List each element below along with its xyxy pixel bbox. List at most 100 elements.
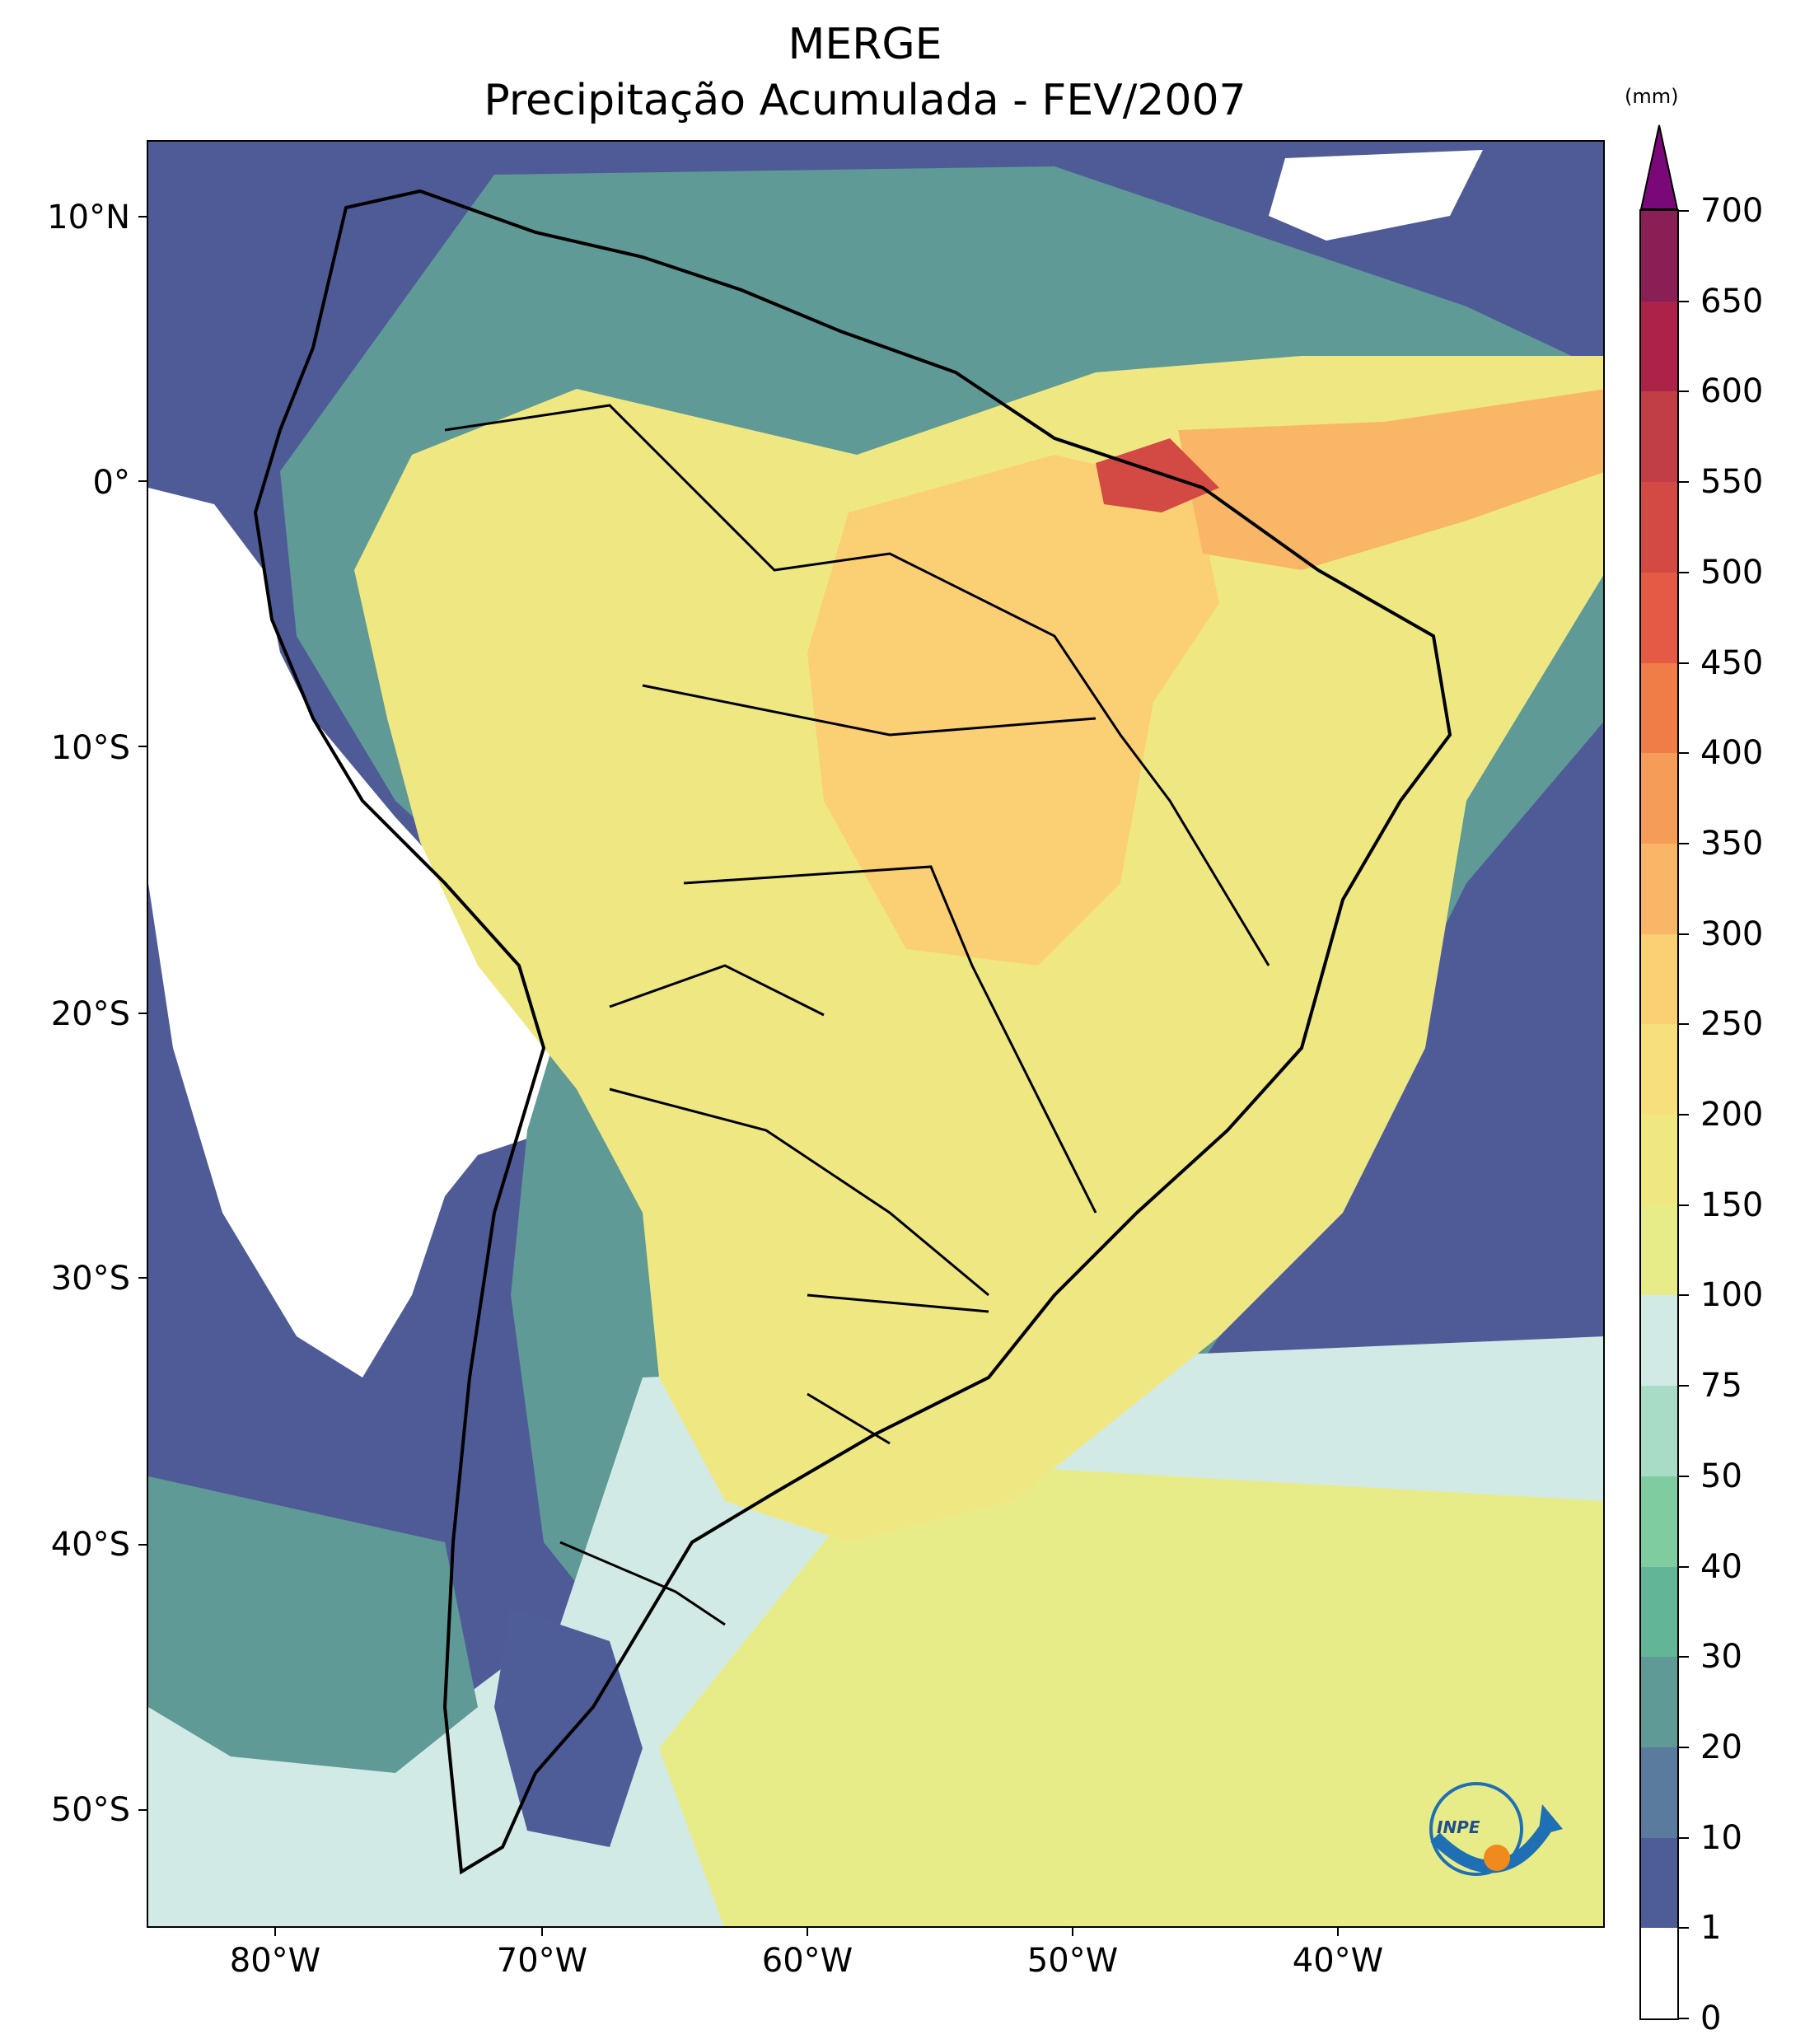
colorbar-segment bbox=[1641, 1476, 1677, 1567]
green-pacific-patch bbox=[148, 1476, 478, 1773]
brand-logo: INPE bbox=[1429, 1782, 1563, 1876]
white-atlantic-area bbox=[1269, 150, 1483, 241]
colorbar-label: 700 bbox=[1700, 192, 1764, 230]
colorbar-segment bbox=[1641, 1927, 1677, 2018]
blue-patagonia bbox=[494, 1608, 643, 1847]
lon-tick bbox=[807, 1928, 808, 1936]
colorbar-tick bbox=[1679, 1565, 1689, 1568]
colorbar-extend-arrow bbox=[1639, 124, 1679, 210]
colorbar-tick bbox=[1679, 481, 1689, 484]
colorbar-label: 250 bbox=[1700, 1005, 1764, 1044]
map-canvas: INPE bbox=[148, 142, 1603, 1926]
colorbar-tick bbox=[1679, 300, 1689, 302]
colorbar-segment bbox=[1641, 1385, 1677, 1476]
lon-tick bbox=[1072, 1928, 1073, 1936]
colorbar-label: 600 bbox=[1700, 372, 1764, 411]
colorbar-tick bbox=[1679, 1475, 1689, 1477]
colorbar bbox=[1639, 209, 1679, 2020]
lat-label-20s: 20°S bbox=[50, 995, 130, 1033]
colorbar-label: 50 bbox=[1700, 1457, 1742, 1495]
colorbar-segment bbox=[1641, 1747, 1677, 1838]
colorbar-segment bbox=[1641, 301, 1677, 392]
colorbar-tick bbox=[1679, 1927, 1689, 1929]
lat-label-10n: 10°N bbox=[47, 199, 130, 236]
colorbar-tick bbox=[1679, 210, 1689, 212]
lat-label-10s: 10°S bbox=[50, 729, 130, 767]
colorbar-segment bbox=[1641, 1566, 1677, 1658]
lat-tick bbox=[138, 1277, 147, 1279]
colorbar-tick bbox=[1679, 1023, 1689, 1026]
lat-label-40s: 40°S bbox=[50, 1526, 130, 1564]
red-peak-area bbox=[1096, 438, 1219, 512]
lon-label-50w: 50°W bbox=[1026, 1942, 1119, 1980]
colorbar-segment bbox=[1641, 1656, 1677, 1747]
colorbar-tick bbox=[1679, 1294, 1689, 1297]
colorbar-tick bbox=[1679, 933, 1689, 935]
colorbar-label: 300 bbox=[1700, 914, 1764, 953]
colorbar-segment bbox=[1641, 1294, 1677, 1387]
colorbar-label: 550 bbox=[1700, 463, 1764, 502]
colorbar-tick bbox=[1679, 1746, 1689, 1748]
continent-outline bbox=[253, 189, 1452, 1875]
colorbar-tick bbox=[1679, 571, 1689, 573]
colorbar-tick bbox=[1679, 391, 1689, 393]
colorbar-segment bbox=[1641, 843, 1677, 934]
colorbar-segment bbox=[1641, 481, 1677, 573]
map-title: MERGE bbox=[788, 20, 942, 69]
colorbar-tick bbox=[1679, 662, 1689, 664]
colorbar-tick bbox=[1679, 1385, 1689, 1387]
colorbar-label: 500 bbox=[1700, 553, 1764, 592]
colorbar-label: 650 bbox=[1700, 282, 1764, 320]
colorbar-unit: (mm) bbox=[1625, 85, 1679, 108]
colorbar-tick bbox=[1679, 1656, 1689, 1658]
colorbar-label: 100 bbox=[1700, 1276, 1764, 1315]
colorbar-label: 450 bbox=[1700, 643, 1764, 682]
colorbar-segment bbox=[1641, 1023, 1677, 1115]
lon-label-40w: 40°W bbox=[1292, 1942, 1384, 1980]
lon-label-60w: 60°W bbox=[761, 1942, 853, 1980]
colorbar-segment bbox=[1641, 391, 1677, 483]
colorbar-tick bbox=[1679, 752, 1689, 755]
colorbar-segment bbox=[1641, 572, 1677, 663]
colorbar-label: 10 bbox=[1700, 1818, 1742, 1857]
orange-east-core bbox=[1178, 389, 1603, 570]
colorbar-label: 0 bbox=[1700, 2000, 1722, 2037]
lat-tick bbox=[138, 480, 147, 482]
lon-label-80w: 80°W bbox=[229, 1942, 321, 1980]
map-subtitle: Precipitação Acumulada - FEV/2007 bbox=[484, 76, 1246, 125]
colorbar-tick bbox=[1679, 1836, 1689, 1839]
lat-label-30s: 30°S bbox=[50, 1260, 130, 1298]
colorbar-label: 200 bbox=[1700, 1096, 1764, 1134]
colorbar-tick bbox=[1679, 1204, 1689, 1206]
colorbar-label: 75 bbox=[1700, 1367, 1742, 1406]
colorbar-label: 40 bbox=[1700, 1547, 1742, 1586]
lon-label-70w: 70°W bbox=[496, 1942, 588, 1980]
lat-tick bbox=[138, 216, 147, 217]
colorbar-label: 150 bbox=[1700, 1186, 1764, 1224]
lon-tick bbox=[1337, 1928, 1339, 1936]
colorbar-label: 350 bbox=[1700, 824, 1764, 863]
lon-tick bbox=[274, 1928, 276, 1936]
lat-label-0: 0° bbox=[92, 464, 130, 502]
colorbar-segment bbox=[1641, 1204, 1677, 1296]
orange-amazon-core bbox=[807, 455, 1219, 966]
colorbar-label: 20 bbox=[1700, 1728, 1742, 1766]
colorbar-tick bbox=[1679, 1114, 1689, 1116]
precipitation-map: INPE bbox=[147, 140, 1605, 1928]
logo-text: INPE bbox=[1437, 1817, 1480, 1837]
colorbar-segment bbox=[1641, 1837, 1677, 1929]
colorbar-segment bbox=[1641, 1114, 1677, 1205]
white-pacific-area bbox=[148, 488, 552, 1377]
lat-tick bbox=[138, 1809, 147, 1811]
lat-tick bbox=[138, 1544, 147, 1546]
lat-tick bbox=[138, 1013, 147, 1014]
colorbar-label: 1 bbox=[1700, 1909, 1722, 1948]
colorbar-tick bbox=[1679, 2018, 1689, 2019]
country-borders bbox=[444, 404, 1270, 1626]
colorbar-segment bbox=[1641, 662, 1677, 754]
colorbar-segment bbox=[1641, 210, 1677, 302]
colorbar-tick bbox=[1679, 842, 1689, 844]
colorbar-segment bbox=[1641, 752, 1677, 844]
lat-label-50s: 50°S bbox=[50, 1791, 130, 1829]
colorbar-label: 30 bbox=[1700, 1638, 1742, 1677]
